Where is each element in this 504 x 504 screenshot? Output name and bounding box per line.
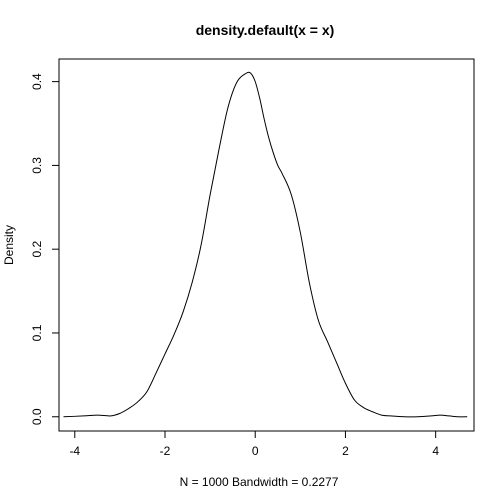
y-tick-label: 0.4 xyxy=(30,73,44,90)
y-tick-label: 0.0 xyxy=(30,408,44,425)
chart-title: density.default(x = x) xyxy=(196,22,335,38)
y-tick-label: 0.3 xyxy=(30,157,44,174)
y-tick-label: 0.2 xyxy=(30,241,44,258)
y-axis-label: Density xyxy=(2,225,16,265)
x-tick-label: 4 xyxy=(432,444,439,458)
x-axis: -4 -2 0 2 4 xyxy=(69,430,439,458)
x-axis-label: N = 1000 Bandwidth = 0.2277 xyxy=(180,475,339,489)
x-tick-label: 0 xyxy=(252,444,259,458)
density-curve xyxy=(63,71,468,418)
x-tick-label: -2 xyxy=(160,444,171,458)
plot-frame xyxy=(58,58,475,432)
y-tick-label: 0.1 xyxy=(30,324,44,341)
x-tick-label: -4 xyxy=(69,444,80,458)
y-axis: 0.0 0.1 0.2 0.3 0.4 xyxy=(30,73,60,425)
x-tick-label: 2 xyxy=(342,444,349,458)
